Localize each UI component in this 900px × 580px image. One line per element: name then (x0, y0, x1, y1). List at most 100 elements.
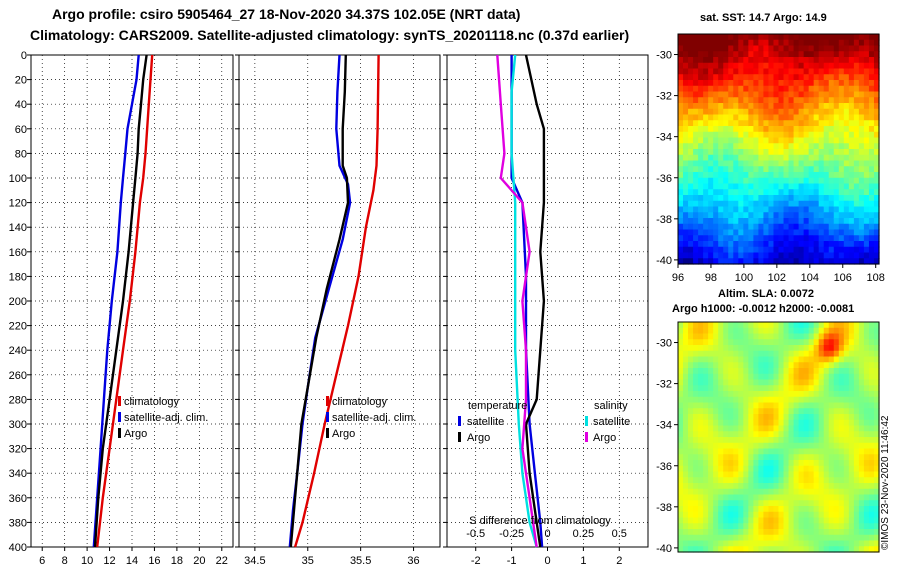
map-cell (863, 206, 870, 213)
map-cell (743, 402, 749, 409)
map-cell (868, 356, 875, 363)
map-cell (833, 212, 840, 219)
map-cell (713, 143, 719, 150)
depth-tick-label: 300 (9, 419, 27, 431)
map-cell (858, 339, 865, 346)
legend-label: satellite-adj. clim. (332, 412, 416, 424)
map-cell (723, 465, 729, 473)
map-cell (693, 246, 699, 254)
map-cell (873, 166, 880, 173)
map-cell (773, 85, 780, 93)
map-cell (693, 34, 699, 41)
map-cell (828, 114, 835, 121)
map-cell (748, 177, 754, 185)
map-cell (718, 414, 724, 421)
map-cell (813, 177, 820, 185)
map-cell (793, 120, 800, 127)
map-cell (813, 51, 820, 58)
map-cell (793, 149, 800, 156)
map-cell (703, 419, 709, 427)
map-cell (778, 229, 785, 236)
map-cell (733, 195, 739, 202)
map-cell (773, 437, 780, 444)
map-cell (853, 62, 860, 70)
map-cell (848, 408, 855, 415)
map-cell (738, 154, 744, 162)
map-cell (738, 500, 744, 507)
map-cell (748, 91, 754, 98)
map-cell (703, 149, 709, 156)
map-cell (853, 160, 860, 167)
map-cell (843, 39, 850, 47)
map-cell (788, 471, 795, 478)
map-cell (758, 362, 765, 369)
map-cell (833, 431, 840, 438)
map-cell (768, 229, 775, 236)
map-cell (728, 183, 734, 190)
map-cell (823, 91, 830, 98)
map-cell (808, 408, 815, 415)
map-cell (753, 333, 760, 340)
map-cell (708, 223, 714, 231)
map-cell (803, 177, 810, 185)
map-cell (738, 442, 744, 450)
map-cell (803, 488, 810, 496)
map-cell (753, 258, 760, 265)
map-cell (853, 368, 860, 375)
map-cell (763, 471, 770, 478)
map-cell (833, 339, 840, 346)
map-cell (858, 223, 865, 231)
map-cell (683, 425, 689, 432)
map-cell (758, 68, 765, 75)
map-cell (838, 339, 845, 346)
map-cell (748, 131, 754, 139)
map-cell (733, 34, 739, 41)
map-cell (723, 442, 729, 450)
map-cell (688, 425, 694, 432)
map-cell (788, 103, 795, 110)
map-cell (813, 223, 820, 231)
map-cell (743, 258, 749, 265)
map-cell (698, 322, 704, 329)
map-cell (778, 172, 785, 179)
map-cell (768, 500, 775, 507)
salinity-tick-label: 0 (544, 528, 550, 540)
map-cell (783, 373, 790, 381)
map-cell (753, 517, 760, 524)
map-cell (853, 97, 860, 104)
map-cell (863, 131, 870, 139)
map-cell (818, 465, 825, 473)
map-cell (738, 546, 744, 553)
map-cell (823, 356, 830, 363)
map-cell (773, 45, 780, 52)
map-cell (853, 494, 860, 501)
map-cell (803, 419, 810, 427)
map-cell (768, 126, 775, 133)
map-cell (758, 235, 765, 242)
map-cell (713, 362, 719, 369)
map-cell (758, 327, 765, 335)
map-cell (733, 74, 739, 81)
map-cell (863, 39, 870, 47)
map-cell (818, 500, 825, 507)
map-cell (803, 362, 810, 369)
map-cell (828, 39, 835, 47)
map-cell (733, 200, 739, 208)
map-cell (693, 471, 699, 478)
map-cell (863, 74, 870, 81)
map-cell (728, 534, 734, 542)
map-cell (828, 91, 835, 98)
map-cell (808, 45, 815, 52)
map-cell (843, 57, 850, 64)
map-cell (678, 172, 684, 179)
depth-tick-label: 400 (9, 542, 27, 554)
map-cell (793, 494, 800, 501)
map-cell (868, 57, 875, 64)
map-cell (748, 356, 754, 363)
map-cell (773, 80, 780, 87)
map-cell (858, 477, 865, 484)
map-cell (733, 218, 739, 225)
map-cell (778, 68, 785, 75)
map-cell (848, 143, 855, 150)
map-cell (798, 131, 805, 139)
